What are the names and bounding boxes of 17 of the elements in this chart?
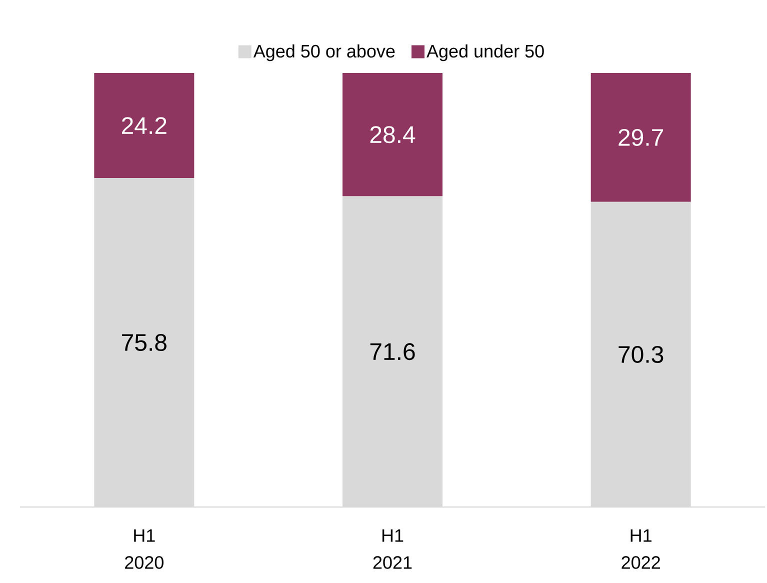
data-label: 75.8 bbox=[122, 334, 166, 352]
data-label: 70.3 bbox=[618, 346, 664, 363]
legend-label: Aged 50 or above bbox=[253, 44, 395, 62]
bar bbox=[590, 202, 691, 507]
bar bbox=[342, 72, 443, 196]
bar bbox=[94, 72, 194, 178]
bar bbox=[94, 178, 194, 507]
x-tick-label: H1 2020 bbox=[125, 529, 164, 569]
data-label: 28.4 bbox=[370, 126, 416, 144]
x-tick-label: H1 2021 bbox=[373, 529, 412, 569]
legend-label: Aged under 50 bbox=[426, 44, 544, 62]
data-label: 24.2 bbox=[122, 117, 166, 134]
bar bbox=[590, 72, 691, 202]
bar bbox=[342, 196, 443, 507]
data-label: 29.7 bbox=[618, 128, 663, 146]
x-tick-label: H1 2022 bbox=[622, 529, 660, 569]
data-label: 71.6 bbox=[370, 343, 415, 360]
